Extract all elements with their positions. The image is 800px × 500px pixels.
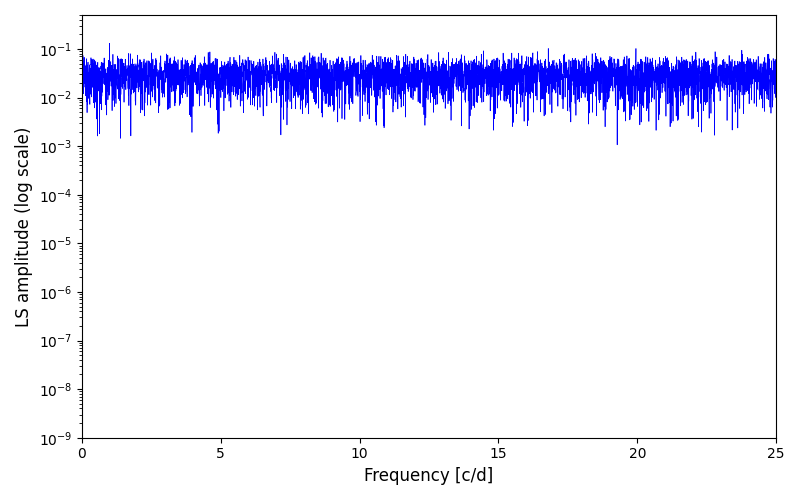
X-axis label: Frequency [c/d]: Frequency [c/d] xyxy=(364,467,494,485)
Y-axis label: LS amplitude (log scale): LS amplitude (log scale) xyxy=(15,126,33,326)
